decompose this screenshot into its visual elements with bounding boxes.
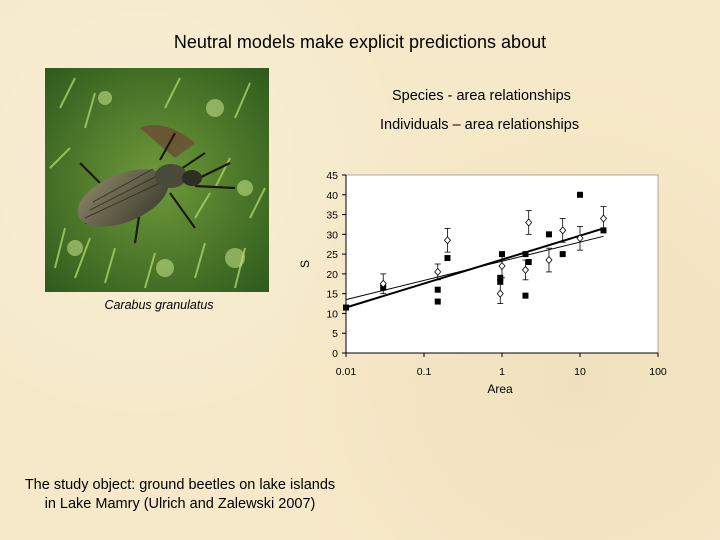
y-axis-label: S — [298, 260, 312, 268]
data-point-diamond — [379, 279, 387, 288]
x-tick-label: 0.01 — [336, 366, 357, 378]
data-point-square — [444, 255, 451, 262]
y-tick-label: 35 — [326, 210, 338, 222]
y-tick-label: 30 — [326, 229, 338, 241]
x-tick-label: 10 — [574, 366, 586, 378]
data-point-square — [559, 251, 566, 258]
x-axis-label: Area — [487, 382, 513, 396]
beetle-photo-icon — [45, 68, 269, 292]
x-tick-label: 1 — [499, 366, 505, 378]
y-tick-label: 15 — [326, 289, 338, 301]
footer-line-2: in Lake Mamry (Ulrich and Zalewski 2007) — [44, 496, 316, 512]
data-point-square — [600, 227, 607, 234]
data-point-diamond — [521, 265, 530, 275]
data-point-diamond — [599, 214, 608, 223]
beetle-photo — [45, 68, 269, 292]
data-point-diamond — [559, 226, 567, 235]
data-point-square — [497, 274, 504, 281]
data-point-square — [522, 251, 529, 258]
data-point-square — [497, 278, 504, 285]
data-point-diamond — [525, 218, 533, 227]
y-tick-label: 45 — [326, 170, 338, 182]
data-point-square — [522, 292, 529, 299]
x-tick-label: 0.1 — [417, 366, 432, 378]
data-point-square — [577, 191, 583, 198]
data-point-diamond — [443, 236, 452, 245]
data-point-square — [545, 231, 552, 238]
data-point-square — [434, 298, 441, 305]
y-tick-label: 0 — [332, 348, 338, 360]
footer-line-1: The study object: ground beetles on lake… — [24, 477, 336, 493]
y-tick-label: 10 — [326, 308, 338, 320]
data-point-square — [343, 304, 349, 311]
y-tick-label: 20 — [326, 269, 338, 281]
species-area-chart: 0 5 10 15 20 25 30 35 40 45 0.01 0.1 1 10 100 S Area — [298, 170, 667, 396]
bullet-individuals-area: Individuals – area relationships — [380, 117, 580, 133]
data-point-square — [525, 259, 532, 266]
photo-caption: Carabus granulatus — [104, 298, 214, 312]
footer-note: The study object: ground beetles on lake… — [0, 476, 360, 514]
data-point-diamond — [434, 267, 442, 277]
data-point-diamond — [545, 255, 553, 265]
y-tick-label: 5 — [332, 328, 338, 340]
data-point-diamond — [576, 234, 584, 243]
x-tick-label: 100 — [649, 366, 667, 378]
data-point-diamond — [498, 261, 506, 271]
data-point-diamond — [496, 289, 504, 298]
bullet-species-area: Species - area relationships — [392, 88, 571, 104]
data-point-square — [499, 251, 505, 258]
y-tick-label: 40 — [326, 190, 338, 202]
slide-title: Neutral models make explicit predictions… — [173, 32, 547, 52]
fit-line-2 — [345, 235, 604, 301]
y-tick-label: 25 — [326, 249, 338, 261]
data-point-square — [434, 286, 441, 293]
